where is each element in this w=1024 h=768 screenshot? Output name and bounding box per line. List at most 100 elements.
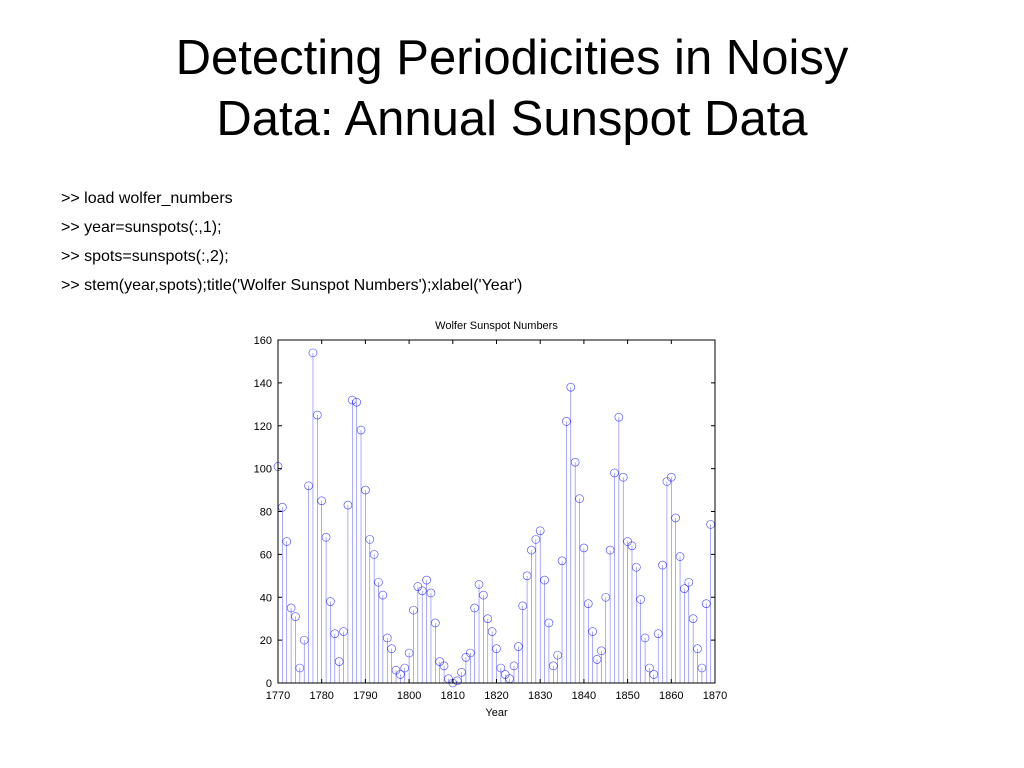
stem-marker	[435, 657, 444, 666]
stem-marker	[579, 543, 589, 553]
y-tick-label: 0	[266, 678, 272, 690]
stem-marker	[496, 663, 506, 673]
stem-marker	[479, 590, 488, 600]
stem-marker	[391, 665, 401, 675]
stem-marker	[413, 582, 423, 591]
stem-marker	[632, 562, 641, 572]
stem-marker	[610, 468, 619, 478]
stem-marker	[649, 670, 659, 679]
x-tick-label: 1780	[309, 690, 333, 702]
stem-marker	[382, 633, 392, 643]
stem-marker	[439, 661, 449, 671]
stem-marker	[693, 644, 702, 654]
stem-marker	[557, 556, 567, 566]
stem-marker	[500, 670, 510, 679]
stem-marker	[636, 595, 646, 604]
stem-marker	[645, 663, 654, 673]
stem-marker	[356, 425, 366, 435]
stem-marker	[483, 614, 493, 623]
stem-marker	[544, 618, 554, 628]
stem-marker	[680, 584, 689, 593]
stem-marker	[527, 545, 536, 555]
stem-marker	[334, 657, 344, 666]
stem-marker	[339, 627, 348, 636]
stem-marker	[361, 485, 370, 495]
stem-marker	[470, 603, 479, 613]
stem-marker	[352, 397, 361, 407]
stem-marker	[662, 477, 672, 486]
matlab-code-block: >> load wolfer_numbers >> year=sunspots(…	[61, 184, 522, 300]
stem-marker	[666, 472, 676, 482]
x-tick-label: 1810	[441, 690, 465, 702]
stem-marker	[566, 382, 576, 392]
stem-marker	[295, 663, 305, 673]
stem-marker	[321, 532, 331, 542]
stem-marker	[675, 552, 685, 561]
stem-marker	[592, 655, 602, 664]
stem-marker	[640, 633, 650, 643]
stem-marker	[313, 410, 322, 420]
x-axis-label: Year	[485, 707, 508, 719]
y-tick-label: 80	[260, 507, 272, 519]
stem-marker	[514, 642, 523, 651]
stem-marker	[409, 605, 418, 615]
x-tick-label: 1870	[703, 690, 727, 702]
stem-marker	[396, 670, 405, 679]
stem-marker	[417, 586, 427, 596]
x-tick-label: 1840	[572, 690, 596, 702]
x-tick-label: 1790	[353, 690, 377, 702]
stem-marker	[522, 571, 532, 581]
code-line-spots: >> spots=sunspots(:,2);	[61, 248, 229, 265]
stem-marker	[540, 575, 549, 585]
x-tick-label: 1860	[659, 690, 683, 702]
stem-marker	[330, 629, 340, 638]
code-line-year: >> year=sunspots(:,1);	[61, 219, 222, 236]
stem-marker	[653, 629, 663, 638]
stem-marker	[369, 550, 379, 559]
y-tick-label: 40	[260, 592, 272, 604]
y-tick-label: 60	[260, 549, 272, 561]
stem-marker	[701, 599, 711, 608]
slide-title-line-2: Data: Annual Sunspot Data	[216, 92, 808, 146]
stem-marker	[535, 526, 545, 536]
stem-marker	[684, 577, 694, 587]
stem-marker	[474, 580, 484, 589]
stem-marker	[605, 545, 615, 555]
stem-marker	[697, 663, 707, 673]
stem-marker	[531, 535, 541, 544]
stem-marker	[387, 644, 396, 654]
stem-marker	[623, 537, 632, 546]
stem-marker	[583, 599, 593, 608]
x-tick-label: 1850	[615, 690, 639, 702]
stem-marker	[299, 635, 309, 645]
stem-marker	[374, 577, 383, 587]
stem-series	[273, 348, 715, 688]
stem-marker	[365, 535, 375, 544]
stem-marker	[658, 560, 667, 570]
code-line-load: >> load wolfer_numbers	[61, 190, 233, 207]
stem-marker	[326, 597, 335, 606]
stem-marker	[465, 648, 475, 658]
stem-marker	[601, 592, 611, 602]
y-tick-label: 100	[254, 464, 272, 476]
y-tick-label: 120	[254, 421, 272, 433]
stem-marker	[570, 457, 580, 467]
stem-marker	[549, 661, 558, 671]
y-tick-label: 140	[254, 378, 272, 390]
stem-marker	[426, 588, 436, 598]
stem-marker	[461, 652, 471, 662]
stem-marker	[378, 590, 388, 600]
stem-marker	[509, 661, 519, 671]
y-tick-label: 160	[254, 335, 272, 347]
stem-marker	[671, 513, 680, 523]
stem-marker	[422, 575, 431, 585]
stem-marker	[575, 494, 584, 503]
stem-marker	[286, 603, 296, 613]
x-tick-label: 1820	[484, 690, 508, 702]
stem-marker	[688, 614, 698, 623]
stem-marker	[457, 667, 466, 677]
stem-marker	[518, 601, 528, 611]
chart-title: Wolfer Sunspot Numbers	[435, 320, 558, 332]
stem-marker	[553, 650, 562, 660]
